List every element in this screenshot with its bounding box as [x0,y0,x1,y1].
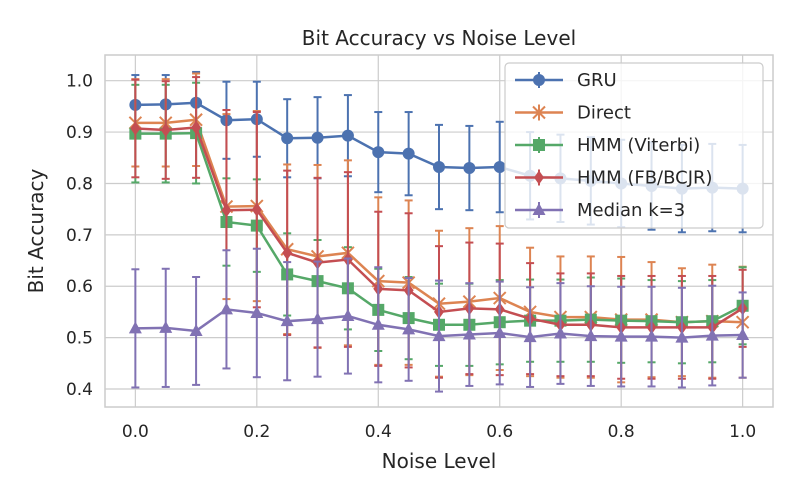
legend-item: HMM (FB/BCJR) [515,168,713,189]
data-point [493,161,506,174]
data-point [402,322,416,335]
data-point [159,320,173,333]
data-point [251,202,262,217]
legend-frame [504,62,764,229]
data-point [705,328,719,341]
legend-label: Direct [577,103,631,124]
data-point [584,329,598,342]
y-tick-label: 0.8 [66,174,93,194]
data-point [280,314,294,327]
data-point [462,327,476,340]
data-point [372,146,385,159]
legend-item: Median k=3 [515,200,685,221]
legend-marker [532,203,546,215]
data-point [311,131,324,144]
data-point [675,330,689,343]
x-tick-label: 0.0 [122,422,149,442]
y-tick-label: 0.4 [66,380,93,400]
legend-marker [533,74,545,86]
legend-marker [532,105,546,120]
legend-label: Median k=3 [577,200,685,221]
data-point [311,312,325,325]
data-point [402,147,415,160]
y-tick-label: 0.9 [66,123,93,143]
legend-item: Direct [515,103,631,124]
data-point [221,203,232,218]
legend-item: HMM (Viterbi) [515,135,700,156]
data-point [493,326,507,339]
series-median-k-3 [128,247,750,393]
data-point [282,245,293,260]
data-point [219,302,233,315]
x-tick-label: 1.0 [729,422,756,442]
data-point [433,161,445,174]
data-point [463,162,476,175]
legend-label: HMM (Viterbi) [577,135,700,156]
data-point [341,129,354,142]
tick-labels: 0.0 0.2 0.4 0.6 0.8 1.0 0.4 0.5 0.6 0.7 0.8 0.9 1.0 [66,72,756,442]
data-point [160,123,171,138]
legend-label: GRU [577,70,617,91]
data-point [645,329,659,342]
x-tick-label: 0.8 [608,422,635,442]
data-point [189,323,203,336]
data-point [130,121,141,136]
y-tick-label: 1.0 [66,72,93,92]
y-tick-label: 0.5 [66,329,93,349]
legend-marker [534,170,544,185]
data-point [371,317,385,330]
chart-title: Bit Accuracy vs Noise Level [302,26,576,50]
y-axis-label: Bit Accuracy [24,168,48,293]
data-point [432,329,446,342]
data-point [128,321,142,334]
x-axis-label: Noise Level [382,449,497,473]
data-point [523,330,537,343]
plot-frame [104,54,774,408]
x-tick-label: 0.4 [365,422,392,442]
series-layer [128,70,750,393]
y-tick-label: 0.6 [66,277,93,297]
x-tick-label: 0.2 [243,422,270,442]
legend: GRU Direct HMM (Viterbi) HMM (FB/BCJR) Media… [504,62,764,229]
legend-label: HMM (FB/BCJR) [577,168,713,189]
data-point [553,326,567,339]
data-point [250,305,264,318]
data-point [614,329,628,342]
legend-item: GRU [515,70,617,91]
legend-marker [533,139,545,151]
data-point [191,120,202,135]
data-point [341,309,355,322]
data-point [281,132,294,145]
data-point [736,328,750,341]
x-tick-label: 0.6 [486,422,513,442]
y-tick-label: 0.7 [66,226,93,246]
